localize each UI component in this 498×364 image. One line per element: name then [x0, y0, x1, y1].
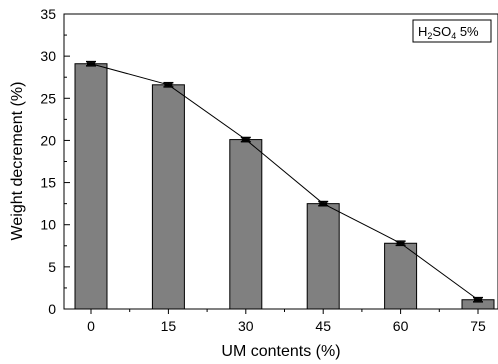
y-tick-label: 25: [40, 90, 56, 106]
bar: [151, 84, 185, 310]
legend: H2SO4 5%: [412, 19, 492, 43]
x-tick-label: 15: [161, 318, 177, 334]
legend-label: H2SO4 5%: [418, 24, 479, 41]
x-tick-label: 75: [470, 318, 486, 334]
bar: [74, 63, 108, 310]
error-bars: [86, 60, 483, 303]
legend-suffix: 5%: [456, 24, 479, 39]
legend-h: H: [418, 24, 427, 39]
x-tick-label: 30: [238, 318, 254, 334]
y-tick-label: 35: [40, 6, 56, 22]
y-tick-label: 5: [48, 259, 56, 275]
legend-so: SO: [432, 24, 451, 39]
y-tick-label: 10: [40, 217, 56, 233]
trend-point: [164, 83, 173, 87]
trend-point: [241, 138, 250, 142]
y-axis-ticks: 0 5 10 15 20 25 30 35: [40, 6, 70, 317]
legend-sub-2: 2: [427, 31, 432, 41]
bars: [74, 63, 495, 310]
x-tick-label: 0: [87, 318, 95, 334]
x-tick-label: 60: [393, 318, 409, 334]
legend-sub-4: 4: [451, 31, 456, 41]
trend-point: [396, 241, 405, 245]
bar: [306, 203, 340, 310]
y-tick-label: 30: [40, 48, 56, 64]
x-axis-label: UM contents (%): [221, 343, 340, 360]
trend-point: [87, 62, 95, 66]
x-tick-label: 45: [315, 318, 331, 334]
y-tick-label: 20: [40, 132, 56, 148]
trend-points: [87, 62, 482, 302]
plot-frame: [63, 13, 498, 310]
legend-box: [412, 19, 492, 43]
bar: [384, 242, 418, 310]
y-tick-label: 15: [40, 175, 56, 191]
trend-point: [474, 298, 482, 302]
y-axis-label: Weight decrement (%): [9, 82, 26, 241]
x-axis-ticks: 0 15 30 45 60 75: [87, 309, 486, 334]
trend-line: [90, 63, 479, 301]
bar: [229, 139, 263, 310]
trend-point: [319, 202, 328, 206]
y-tick-label: 0: [48, 301, 56, 317]
